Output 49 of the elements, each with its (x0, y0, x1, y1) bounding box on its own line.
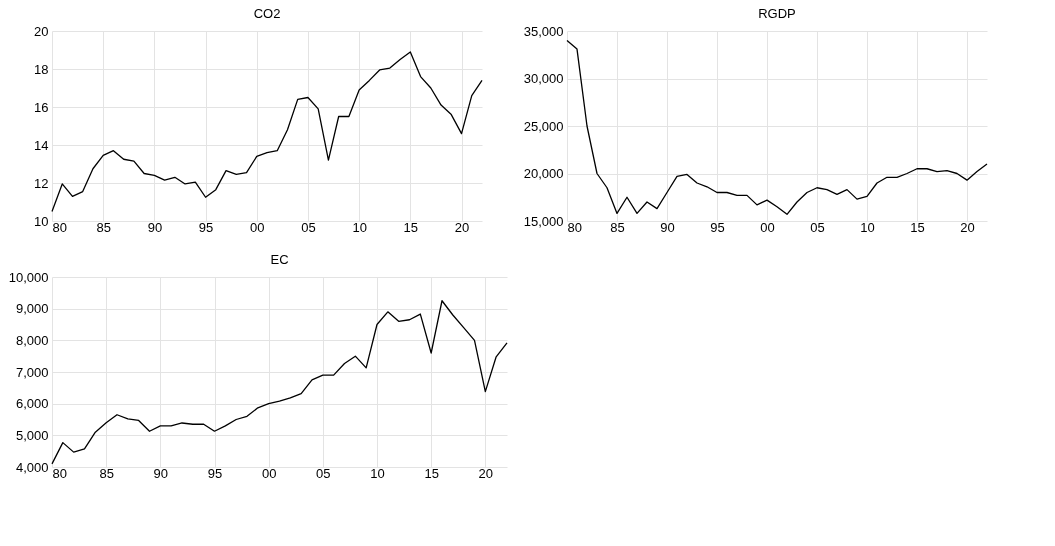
x-tick-label: 90 (147, 219, 163, 235)
y-tick-label: 10,000 (8, 269, 49, 285)
line-series (51, 51, 483, 213)
y-tick-label: 6,000 (15, 396, 49, 412)
y-tick-label: 15,000 (523, 213, 564, 229)
x-tick-label: 00 (760, 219, 775, 235)
x-tick-label: 80 (52, 465, 67, 481)
x-tick-label: 90 (660, 219, 675, 235)
y-tick-label: 30,000 (523, 71, 564, 86)
x-tick-label: 00 (250, 219, 265, 235)
x-tick-label: 15 (403, 219, 419, 235)
x-tick-label: 05 (810, 219, 825, 235)
x-tick-label: 15 (424, 465, 439, 481)
x-tick-label: 90 (153, 465, 169, 481)
x-tick-label: 10 (860, 219, 875, 235)
x-tick-label: 80 (567, 219, 582, 235)
x-tick-label: 85 (610, 219, 625, 235)
y-tick-label: 25,000 (523, 118, 564, 134)
y-tick-label: 20,000 (523, 166, 564, 181)
line-series (566, 39, 988, 215)
x-tick-label: 10 (352, 219, 367, 235)
y-tick-label: 4,000 (15, 459, 49, 475)
chart-title: RGDP (758, 6, 796, 21)
y-tick-label: 7,000 (15, 364, 49, 380)
x-tick-label: 85 (99, 465, 114, 481)
x-tick-label: 10 (370, 465, 385, 481)
x-tick-label: 80 (52, 219, 67, 235)
y-tick-label: 14 (34, 137, 49, 153)
chart-title: CO2 (253, 6, 281, 21)
y-tick-label: 8,000 (15, 332, 49, 348)
chart-title: EC (270, 252, 289, 267)
x-tick-label: 05 (301, 219, 316, 235)
x-tick-label: 05 (316, 465, 331, 481)
x-tick-label: 95 (198, 219, 214, 235)
x-tick-label: 20 (454, 219, 470, 235)
y-tick-label: 16 (34, 99, 49, 115)
y-tick-label: 12 (34, 175, 49, 191)
x-tick-label: 85 (96, 219, 111, 235)
y-tick-label: 9,000 (15, 301, 49, 317)
y-tick-label: 35,000 (523, 23, 564, 39)
x-tick-label: 95 (710, 219, 725, 235)
x-tick-label: 00 (261, 465, 277, 481)
y-tick-label: 18 (34, 61, 49, 77)
y-tick-label: 5,000 (15, 427, 49, 443)
y-tick-label: 20 (34, 23, 49, 39)
x-tick-label: 95 (207, 465, 223, 481)
x-tick-label: 15 (910, 219, 925, 235)
x-tick-label: 20 (478, 465, 494, 481)
x-tick-label: 20 (960, 219, 975, 235)
